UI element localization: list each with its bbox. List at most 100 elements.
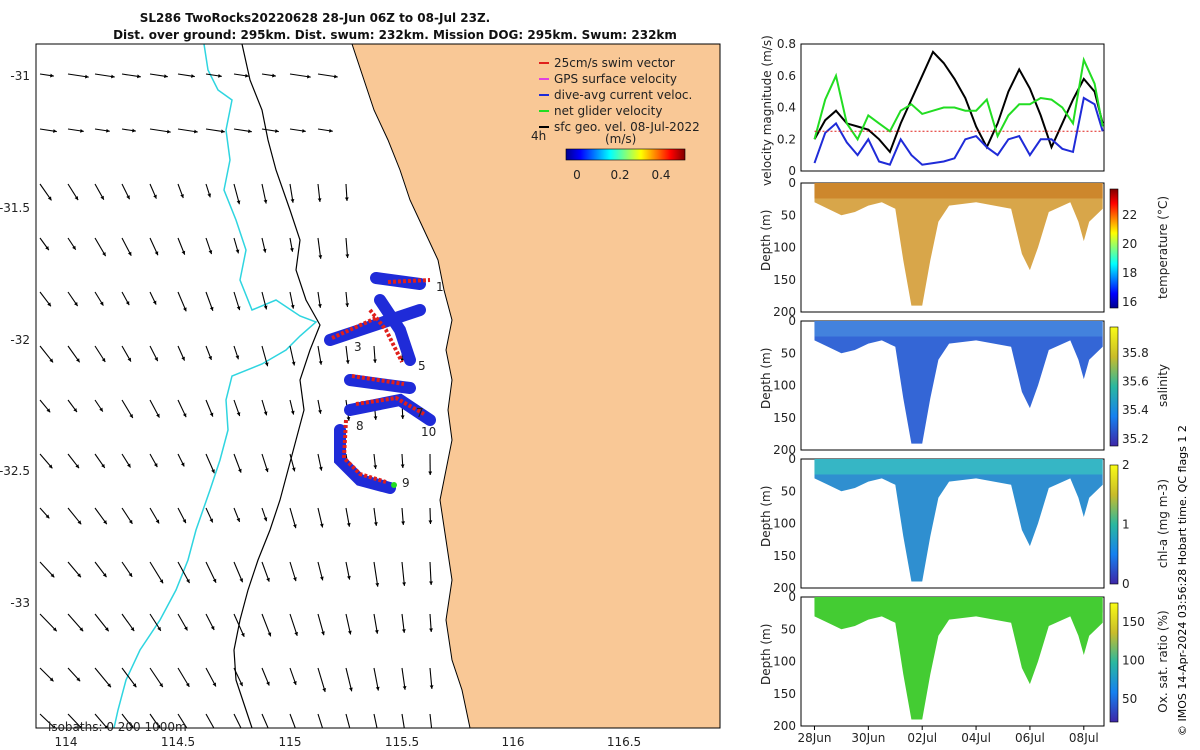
velocity-arrowhead [293, 577, 297, 582]
velocity-arrowhead [245, 73, 249, 78]
velocity-arrowhead [75, 464, 80, 469]
velocity-arrowhead [153, 463, 158, 468]
velocity-panel: 0 0.2 0.4 0.6 0.8 velocity magnitude (m/s) [760, 35, 1105, 186]
colorbar-tick: 35.2 [1122, 432, 1149, 446]
velocity-arrowhead [211, 469, 215, 474]
velocity-arrowhead [318, 255, 323, 259]
velocity-arrowhead [401, 521, 406, 525]
velocity-arrowhead [208, 356, 212, 360]
section-colorbar [1109, 602, 1119, 723]
velocity-arrowhead [194, 129, 198, 134]
depth-ylabel: Depth (m) [759, 210, 773, 271]
velocity-arrowhead [209, 412, 214, 417]
velocity-arrowhead [129, 725, 134, 728]
velocity-arrowhead [49, 677, 54, 682]
velocity-arrowhead [129, 414, 133, 419]
velocity-arrowhead [46, 408, 51, 413]
velocity-arrowhead [329, 128, 333, 133]
lon-tick-115.5: 115.5 [385, 735, 419, 749]
velocity-y-tick: 0 [788, 164, 796, 178]
velocity-arrowhead [241, 731, 244, 735]
time-axis: 28Jun 30Jun 02Jul 04Jul 06Jul 08Jul [797, 726, 1099, 745]
velocity-arrow [177, 561, 191, 584]
velocity-arrowhead [182, 519, 186, 524]
velocity-arrowhead [373, 416, 378, 420]
velocity-arrowhead [235, 355, 240, 360]
lat-tick--31: -31 [10, 69, 30, 83]
isobaths-label: isobaths: 0 200 1000m [48, 720, 187, 734]
velocity-arrowhead [101, 463, 105, 468]
waypoint-1: 1 [436, 280, 444, 294]
velocity-arrowhead [428, 471, 433, 475]
surface-velocity-arrows [39, 73, 434, 738]
velocity-arrow [401, 667, 406, 690]
velocity-arrowhead [52, 725, 56, 728]
velocity-arrowhead [400, 464, 405, 468]
velocity-arrowhead [375, 686, 380, 691]
velocity-arrowhead [76, 358, 80, 363]
velocity-arrowhead [47, 196, 52, 201]
velocity-arrowhead [186, 579, 190, 584]
velocity-arrowhead [99, 407, 103, 412]
colorbar-tick: 1 [1122, 518, 1130, 532]
velocity-arrowhead [334, 74, 338, 79]
velocity-arrow [345, 713, 351, 728]
velocity-arrowhead [221, 129, 225, 134]
velocity-arrowhead [349, 687, 353, 692]
velocity-arrowhead [208, 250, 213, 255]
velocity-arrowhead [80, 128, 84, 133]
colorbar-tick-0.4: 0.4 [651, 168, 670, 182]
velocity-arrow [289, 613, 298, 637]
footer-credit: © IMOS 14-Apr-2024 03:56:28 Hobart time.… [1176, 425, 1189, 736]
velocity-arrow [233, 713, 242, 728]
velocity-arrowhead [272, 73, 276, 78]
velocity-arrow [289, 713, 296, 728]
colorbar-tick: 35.6 [1122, 374, 1149, 388]
colorbar-label: salinity [1156, 364, 1170, 407]
colorbar-tick: 35.8 [1122, 346, 1149, 360]
velocity-arrowhead [290, 198, 295, 203]
depth-tick: 100 [773, 241, 796, 255]
depth-tick: 50 [781, 346, 796, 360]
velocity-arrowhead [428, 520, 433, 524]
velocity-arrowhead [50, 573, 55, 578]
section-panel: 0 50 100 150 200 Depth (m) 0 1 2 chl-a (mg m-3) [759, 452, 1170, 595]
velocity-arrowhead [238, 468, 242, 473]
velocity-arrowhead [430, 734, 434, 738]
depth-tick: 150 [773, 687, 796, 701]
lon-tick-114: 114 [55, 735, 78, 749]
velocity-arrowhead [236, 306, 241, 311]
velocity-arrowhead [127, 463, 131, 468]
velocity-arrowhead [348, 728, 352, 732]
time-tick-label: 08Jul [1069, 731, 1099, 745]
colorbar-tick: 35.4 [1122, 403, 1149, 417]
velocity-arrowhead [154, 251, 159, 256]
velocity-arrowhead [429, 581, 433, 585]
colorbar-tick: 2 [1122, 458, 1130, 472]
velocity-arrowhead [290, 304, 295, 309]
velocity-y-tick: 0.4 [777, 101, 796, 115]
velocity-arrow [261, 613, 272, 637]
velocity-arrow [149, 667, 164, 688]
velocity-arrowhead [290, 410, 295, 415]
velocity-arrowhead [318, 409, 322, 414]
velocity-arrowhead [294, 631, 298, 636]
velocity-arrowhead [262, 248, 267, 253]
velocity-arrowhead [373, 359, 377, 363]
velocity-arrowhead [291, 361, 296, 366]
depth-tick: 50 [781, 208, 796, 222]
velocity-arrowhead [239, 578, 243, 583]
velocity-arrowhead [263, 199, 268, 204]
lon-tick-114.5: 114.5 [161, 735, 195, 749]
velocity-arrow [317, 613, 325, 636]
velocity-arrow [177, 667, 190, 688]
velocity-arrowhead [317, 198, 322, 202]
depth-tick: 50 [781, 484, 796, 498]
time-tick-label: 04Jul [961, 731, 991, 745]
velocity-arrowhead [236, 200, 241, 205]
velocity-arrowhead [322, 688, 326, 692]
velocity-arrowhead [154, 357, 158, 362]
velocity-arrowhead [157, 626, 161, 631]
velocity-arrowhead [319, 576, 324, 581]
velocity-arrowhead [263, 305, 268, 310]
